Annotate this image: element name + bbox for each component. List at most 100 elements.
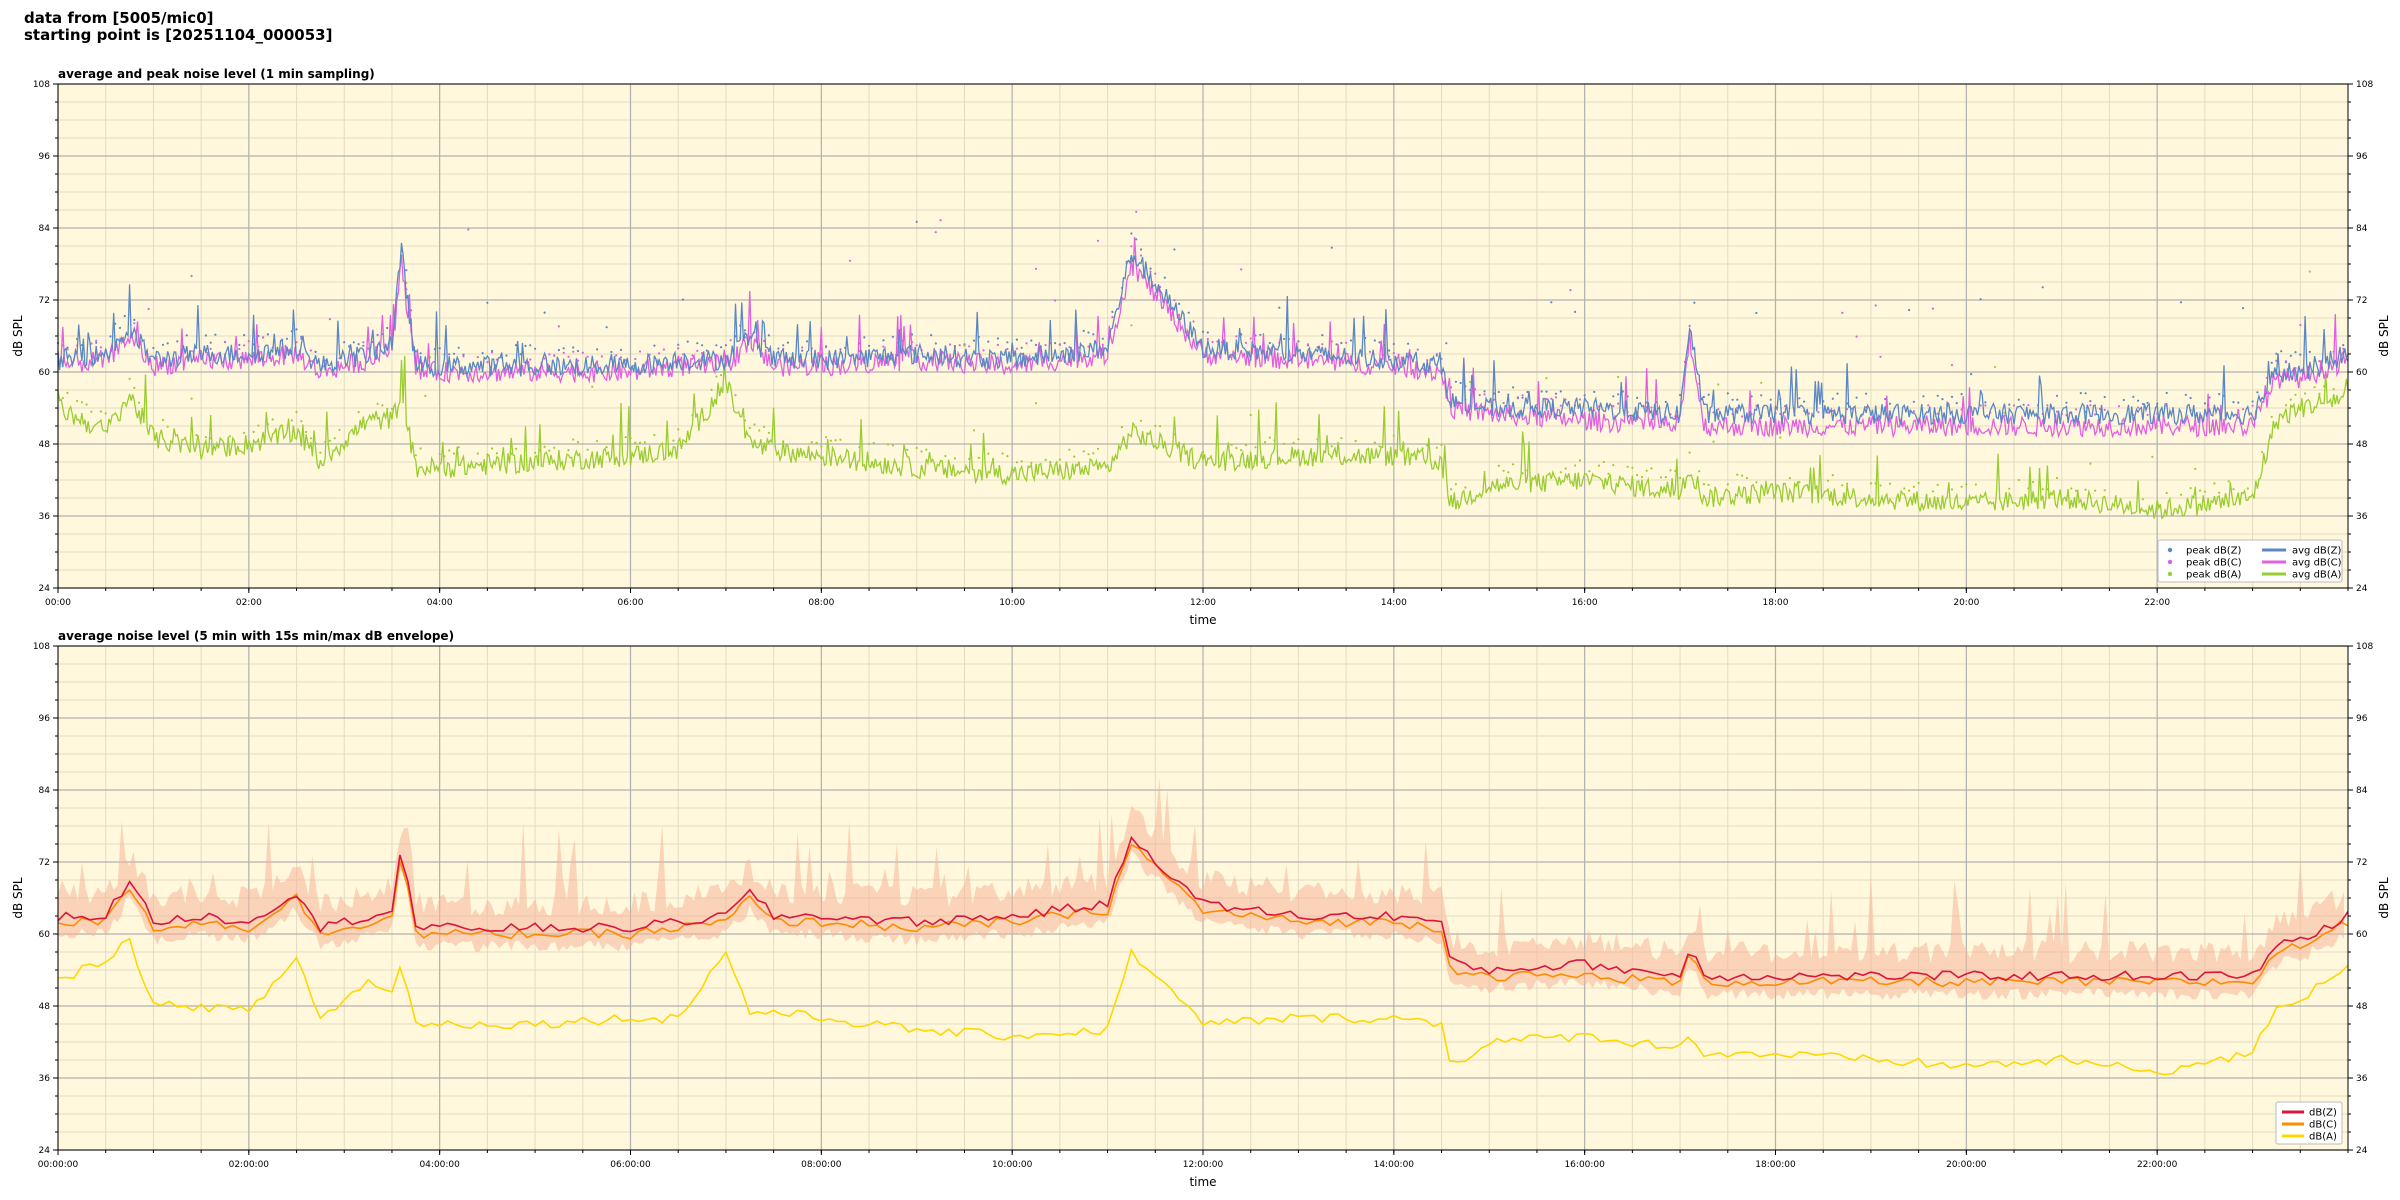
peak-z-point (930, 334, 933, 337)
peak-c-point (553, 354, 556, 357)
y-tick-label: 36 (39, 512, 51, 522)
peak-z-point (596, 348, 599, 351)
peak-z-point (1970, 373, 1973, 376)
peak-a-point (381, 404, 384, 407)
peak-c-point (2342, 347, 2345, 350)
peak-a-point (643, 441, 646, 444)
peak-c-point (1058, 343, 1061, 346)
peak-a-point (734, 394, 737, 397)
peak-a-point (1917, 481, 1920, 485)
peak-z-point (1178, 302, 1181, 305)
x-tick-label: 20:00 (1953, 598, 1979, 608)
y-tick-label: 84 (39, 224, 51, 234)
peak-z-point (1101, 337, 1104, 340)
peak-a-point (328, 439, 331, 442)
x-tick-label: 22:00 (2144, 598, 2170, 608)
peak-z-point (1693, 301, 1696, 304)
peak-c-point (1841, 311, 1844, 314)
peak-z-point (1340, 341, 1343, 345)
peak-z-point (2103, 395, 2106, 399)
y-tick-label: 36 (2356, 1074, 2368, 1084)
peak-a-point (1936, 483, 1939, 486)
peak-z-point (1483, 390, 1486, 393)
peak-z-point (1707, 393, 1710, 396)
peak-a-point (1588, 470, 1591, 473)
peak-z-point (448, 353, 451, 356)
peak-a-point (1659, 476, 1663, 479)
peak-z-point (524, 344, 527, 347)
peak-c-point (90, 342, 93, 345)
peak-z-point (2141, 402, 2144, 406)
peak-c-point (949, 343, 952, 346)
peak-a-point (1087, 453, 1090, 456)
peak-c-point (2299, 323, 2302, 327)
y-tick-label: 72 (39, 858, 50, 868)
peak-c-point (1617, 402, 1620, 405)
peak-c-point (1368, 350, 1372, 353)
peak-z-point (1521, 396, 1524, 399)
x-tick-label: 08:00 (808, 598, 834, 608)
peak-z-point (1349, 339, 1352, 342)
peak-a-point (376, 402, 379, 405)
peak-a-point (257, 424, 260, 427)
peak-c-point (462, 355, 465, 358)
peak-a-point (1469, 380, 1472, 384)
y-tick-label: 36 (2356, 512, 2368, 522)
peak-z-point (801, 349, 804, 352)
peak-z-point (1020, 346, 1023, 349)
peak-z-point (1979, 298, 1982, 301)
peak-z-point (1912, 400, 1915, 403)
peak-z-point (987, 340, 990, 343)
peak-c-point (133, 322, 136, 325)
peak-c-point (295, 341, 298, 344)
peak-z-point (2089, 400, 2092, 403)
peak-z-point (1388, 349, 1391, 352)
peak-a-point (624, 436, 627, 439)
peak-a-point (1507, 471, 1510, 474)
y-tick-label: 48 (2356, 1002, 2368, 1012)
y-tick-label: 72 (39, 296, 50, 306)
peak-a-point (190, 397, 193, 400)
peak-c-point (2075, 408, 2078, 411)
peak-z-point (720, 346, 723, 349)
peak-z-point (66, 346, 69, 349)
peak-a-point (1044, 458, 1047, 461)
peak-z-point (572, 346, 575, 349)
series-line-db-c (57, 843, 2349, 988)
peak-z-point (2251, 400, 2254, 403)
peak-a-point (2270, 415, 2273, 418)
peak-c-point (476, 356, 479, 359)
peak-z-point (214, 333, 217, 336)
peak-z-point (438, 347, 441, 350)
peak-a-point (553, 446, 556, 449)
y-axis-label: dB SPL (11, 315, 25, 357)
peak-c-point (1435, 352, 1438, 355)
peak-a-point (1073, 455, 1076, 458)
peak-c-point (934, 231, 937, 234)
peak-a-point (1512, 463, 1515, 466)
peak-z-point (295, 328, 298, 331)
y-tick-label: 60 (39, 368, 51, 378)
peak-c-point (662, 348, 666, 351)
peak-c-point (1025, 342, 1028, 345)
peak-c-point (1054, 299, 1057, 302)
peak-z-point (1283, 337, 1286, 340)
y-tick-label: 108 (2356, 80, 2373, 90)
peak-z-point (1087, 331, 1090, 334)
peak-c-point (238, 347, 241, 351)
peak-z-point (2308, 350, 2311, 353)
y-tick-label: 24 (2356, 584, 2368, 594)
peak-c-point (190, 274, 193, 278)
peak-a-point (1015, 461, 1019, 464)
peak-c-point (543, 357, 546, 360)
series-line-avg-db-z (57, 242, 2349, 427)
peak-a-point (972, 429, 976, 432)
peak-c-point (2117, 405, 2121, 408)
peak-a-point (748, 426, 751, 430)
x-axis-label: time (1189, 1175, 1216, 1189)
peak-a-point (567, 449, 570, 452)
peak-a-point (2017, 478, 2020, 482)
peak-c-point (247, 340, 250, 343)
peak-a-point (309, 437, 312, 440)
peak-a-point (2246, 487, 2249, 490)
